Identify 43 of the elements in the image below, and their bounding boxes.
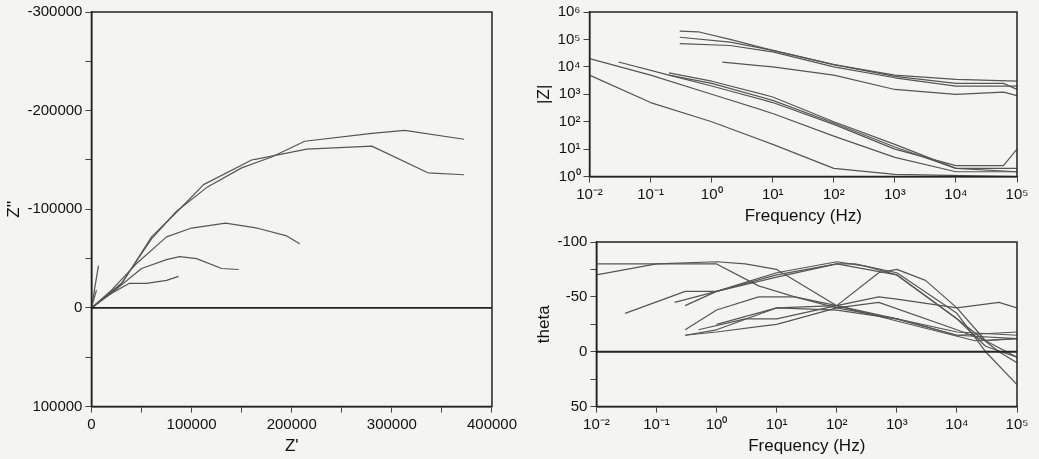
x-tick-label: 100000 — [166, 414, 217, 432]
x-tick-label: 10⁻¹ — [637, 184, 664, 202]
y-tick-label: -100 — [557, 232, 588, 250]
y-tick-label: 0 — [74, 298, 83, 316]
y-tick-label: 50 — [570, 396, 588, 414]
x-axis-title: Frequency (Hz) — [748, 436, 866, 456]
x-tick-label: 10² — [822, 184, 845, 202]
x-tick-label: 10⁰ — [705, 414, 728, 432]
x-axis-title: Frequency (Hz) — [744, 206, 862, 226]
x-tick-label: 10³ — [885, 414, 908, 432]
x-tick-label: 10¹ — [761, 184, 784, 202]
x-tick-label: 400000 — [466, 414, 517, 432]
x-tick-label: 10⁴ — [945, 414, 969, 432]
y-tick-label: 100000 — [32, 396, 83, 414]
y-axis-title: |Z| — [533, 84, 553, 104]
x-tick-label: 10⁻¹ — [643, 414, 670, 432]
y-tick-label: 0 — [579, 341, 588, 359]
y-tick-label: -50 — [565, 287, 588, 305]
x-tick-label: 10⁵ — [1005, 414, 1029, 432]
y-tick-label: 10⁴ — [557, 57, 581, 75]
x-tick-label: 300000 — [366, 414, 417, 432]
y-axis-title: Z'' — [3, 200, 23, 218]
y-tick-label: -100000 — [27, 199, 83, 217]
x-tick-label: 10⁻² — [583, 414, 610, 432]
y-tick-label: 10¹ — [558, 139, 581, 157]
y-tick-label: 10⁰ — [558, 166, 581, 184]
x-tick-label: 10⁵ — [1005, 184, 1029, 202]
x-tick-label: 10⁻² — [576, 184, 603, 202]
y-axis-title: theta — [533, 304, 553, 344]
y-tick-label: -200000 — [27, 100, 83, 118]
x-tick-label: 200000 — [266, 414, 317, 432]
x-tick-label: 10¹ — [765, 414, 788, 432]
x-tick-label: 10⁴ — [944, 184, 968, 202]
y-tick-label: 10⁵ — [557, 29, 581, 47]
x-tick-label: 10⁰ — [700, 184, 723, 202]
x-tick-label: 10³ — [884, 184, 906, 202]
y-tick-label: 10⁶ — [557, 2, 581, 20]
y-tick-label: 10³ — [558, 84, 581, 102]
x-tick-label: 10² — [825, 414, 848, 432]
y-tick-label: 10² — [558, 111, 581, 129]
x-axis-title: Z' — [284, 436, 299, 456]
y-tick-label: -300000 — [27, 2, 83, 20]
x-tick-label: 0 — [87, 414, 96, 432]
